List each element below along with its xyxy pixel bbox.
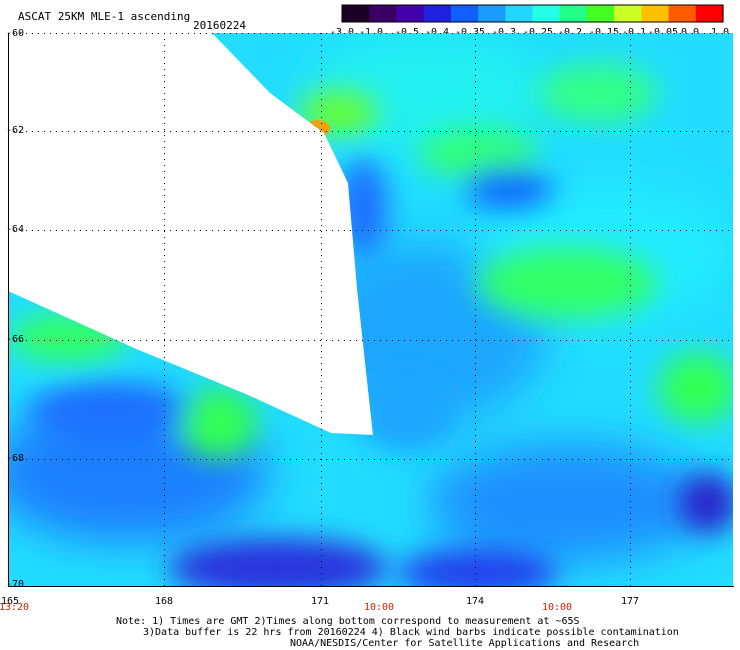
lat-label: -68 [6,453,25,464]
colorbar-label: 1.0 [710,27,730,38]
product-title: ASCAT 25KM MLE-1 ascending [18,10,191,23]
colorbar-border [341,4,724,23]
colorbar-swatch [505,5,534,22]
colorbar-swatch [695,5,724,22]
colorbar-swatch [614,5,642,22]
time-label: 13:20 [0,602,30,613]
lon-label: 177 [620,596,640,607]
lon-label: 168 [154,596,174,607]
colorbar-label: -0.3 [491,27,517,38]
colorbar-swatch [586,5,615,22]
colorbar-swatch [641,5,670,22]
colorbar-swatch [342,5,370,22]
time-label: 10:00 [541,602,573,613]
colorbar-label: -0.35 [454,27,486,38]
product-date: 20160224 [193,19,246,32]
ocean-field-group [8,33,733,586]
colorbar-label: -0.2 [557,27,583,38]
colorbar-label: -0.5 [394,27,420,38]
colorbar-swatch [478,5,506,22]
colorbar-swatch [668,5,697,22]
colorbar-swatch [559,5,588,22]
colorbar-swatch [369,5,397,22]
lat-label: -70 [6,579,25,590]
lon-label: 171 [310,596,330,607]
colorbar-label: 0.0 [680,27,700,38]
note-line-2: 3)Data buffer is 22 hrs from 20160224 4)… [143,627,679,638]
colorbar-label: -0.15 [588,27,620,38]
colorbar-swatch [532,5,561,22]
colorbar-swatch [450,5,479,22]
colorbar-label: -0.05 [647,27,679,38]
lon-label: 174 [465,596,485,607]
ocean-data-field [8,33,733,586]
lat-label: -62 [6,125,25,136]
colorbar-label: -1.0 [358,27,384,38]
lat-label: -66 [6,334,25,345]
colorbar-label: -0.1 [621,27,647,38]
lon-label: 165 [0,596,20,607]
colorbar-swatch [396,5,425,22]
colorbar-swatch [423,5,452,22]
colorbar-label: -3.0 [329,27,355,38]
note-line-3: NOAA/NESDIS/Center for Satellite Applica… [290,638,640,649]
colorbar-label: -0.25 [522,27,554,38]
lat-label: -64 [6,224,25,235]
time-label: 10:00 [363,602,395,613]
colorbar [341,4,724,23]
lat-label: -60 [6,28,25,39]
map-frame [8,33,734,587]
graticule [8,33,733,586]
colorbar-label: -0.4 [424,27,450,38]
note-line-1: Note: 1) Times are GMT 2)Times along bot… [116,616,580,627]
